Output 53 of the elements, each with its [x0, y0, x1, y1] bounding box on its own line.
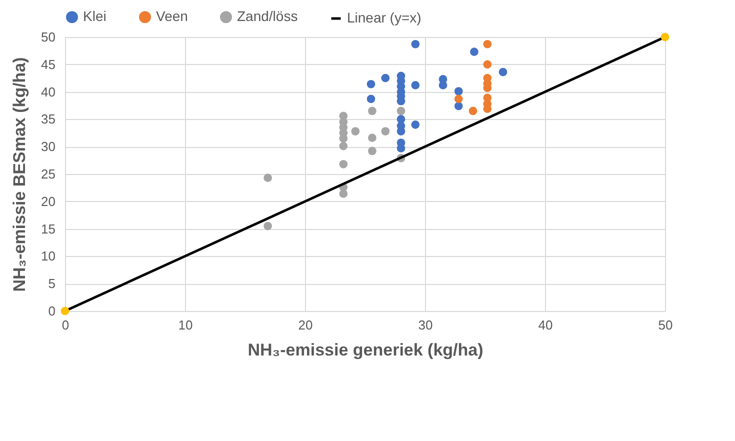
x-tick-label: 40 — [538, 318, 553, 332]
point — [483, 40, 492, 48]
point — [454, 87, 463, 96]
point — [660, 32, 670, 42]
y-tick-label: 45 — [41, 56, 56, 72]
point — [60, 306, 70, 316]
point — [468, 106, 478, 116]
x-tick-label: 20 — [298, 318, 313, 332]
point — [483, 60, 492, 69]
point — [438, 81, 448, 90]
point — [381, 127, 390, 136]
point — [470, 48, 478, 56]
x-axis-title: NH₃-emissie generiek (kg/ha) — [248, 340, 484, 360]
y-tick-label: 10 — [41, 248, 56, 264]
y-axis-title: NH₃-emissie BESmax (kg/ha) — [10, 57, 30, 292]
point — [368, 146, 376, 156]
y-tick-label: 30 — [41, 139, 56, 154]
point — [411, 40, 420, 48]
y-tick-label: 20 — [41, 194, 56, 209]
x-tick-label: 0 — [62, 318, 70, 332]
y-tick-label: 35 — [41, 112, 56, 127]
y-tick-label: 15 — [41, 221, 56, 236]
point — [454, 94, 463, 104]
point — [498, 68, 508, 76]
legend-label: Zand/löss — [237, 8, 298, 24]
point — [366, 80, 376, 88]
y-tick-label: 50 — [41, 30, 56, 44]
point — [396, 144, 406, 152]
point — [351, 127, 360, 136]
point — [264, 222, 272, 230]
y-tick-label: 0 — [48, 304, 56, 318]
y-tick-label: 25 — [41, 166, 56, 182]
point — [454, 102, 463, 110]
legend-label: Klei — [83, 8, 106, 24]
x-tick-label: 50 — [658, 318, 673, 332]
point — [381, 74, 390, 82]
point — [339, 190, 348, 198]
point — [396, 127, 406, 136]
x-tick-label: 10 — [178, 318, 193, 332]
point — [411, 81, 420, 90]
legend-label: Linear (y=x) — [347, 10, 422, 26]
legend-label: Veen — [156, 8, 188, 24]
x-tick-label: 30 — [418, 318, 433, 332]
point — [411, 120, 420, 129]
point — [368, 134, 376, 142]
point — [366, 94, 376, 104]
point — [368, 106, 376, 116]
point — [396, 106, 406, 116]
y-tick-label: 40 — [41, 84, 56, 100]
y-tick-label: 5 — [48, 276, 56, 292]
point — [339, 142, 348, 150]
point — [339, 160, 348, 168]
point — [264, 174, 272, 182]
